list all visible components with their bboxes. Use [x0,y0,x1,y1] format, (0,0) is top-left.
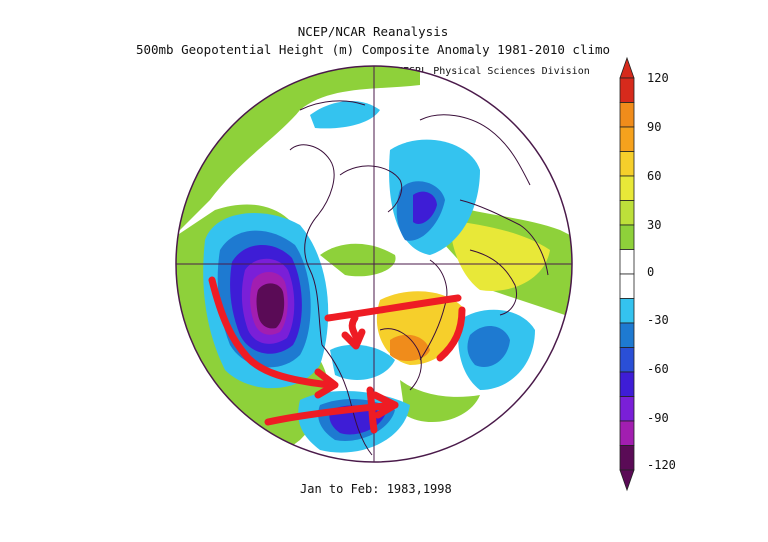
anomaly-band-yellow [450,220,550,291]
red-arrow-line [371,391,399,419]
coastlines [289,100,549,456]
colorbar-label: 60 [647,169,662,183]
colorbar-label: -90 [647,411,669,425]
anomaly-band-green-south [400,380,480,423]
red-arrow-line [366,386,378,434]
map-title: NCEP/NCAR Reanalysis [297,24,449,39]
colorbar-label: 90 [647,120,662,134]
colorbar-label: -30 [647,313,669,327]
anomaly-band-deep-pacific [256,283,285,329]
red-arrow-line [314,368,339,399]
anomaly-band-indigo-arctic [413,191,437,225]
colorbar-label: -60 [647,362,669,376]
colorbar-arrow-bottom [619,469,635,492]
drawn-arrows [208,276,466,434]
anomaly-band-lightblue-center [330,344,395,380]
red-arrow-line [264,401,399,426]
colorbar [619,56,635,492]
colorbar-label: 120 [647,71,669,85]
map-subtitle: 500mb Geopotential Height (m) Composite … [135,42,611,57]
colorbar-label: -120 [647,458,676,472]
anomaly-band-green-center [320,243,396,277]
colorbar-label: 30 [647,218,662,232]
period-label: Jan to Feb: 1983,1998 [300,482,452,496]
colorbar-label: 0 [647,265,655,279]
red-arrow-line [341,328,366,350]
red-arrow-line [208,276,334,389]
credit-label: NOAA/ESRL Physical Sciences Division [373,66,590,77]
anomaly-band-blue-atl [467,325,510,368]
red-arrow-line [324,294,462,322]
anomaly-band-lightblue-north [310,100,380,129]
colorbar-arrow-top [619,56,635,79]
red-arrow-line [436,306,466,362]
